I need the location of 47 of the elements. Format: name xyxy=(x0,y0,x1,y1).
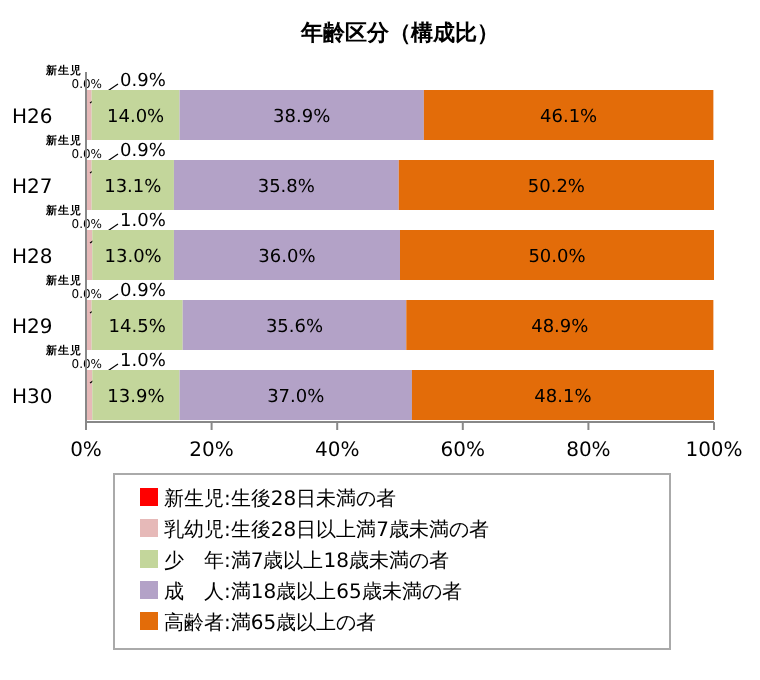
bar xyxy=(92,370,180,420)
x-tick-label: 40% xyxy=(314,440,360,462)
data-label: 37.0% xyxy=(267,388,326,408)
x-tick-label: 60% xyxy=(440,440,486,462)
data-label: 48.1% xyxy=(534,388,593,408)
x-tick-label: 100% xyxy=(685,440,743,462)
data-label: 13.9% xyxy=(107,388,166,408)
bar xyxy=(92,230,174,280)
bar xyxy=(173,160,399,210)
bar xyxy=(179,370,412,420)
y-tick-label: H30 xyxy=(12,387,53,409)
bar xyxy=(91,300,183,350)
y-tick-label: H27 xyxy=(12,177,53,199)
bar xyxy=(182,300,407,350)
y-tick-label: H29 xyxy=(12,317,53,339)
bar xyxy=(91,160,174,210)
data-label: 48.9% xyxy=(531,318,590,338)
x-tick-label: 0% xyxy=(70,440,102,462)
data-label: 13.0% xyxy=(104,248,163,268)
bar xyxy=(406,300,714,350)
bar xyxy=(400,230,714,280)
bar xyxy=(411,370,714,420)
data-label: 46.1% xyxy=(540,108,599,128)
data-label: 14.5% xyxy=(108,318,167,338)
chart-title: 年齢区分（構成比） xyxy=(299,20,499,46)
bar xyxy=(173,230,400,280)
bar xyxy=(91,90,180,140)
y-tick-label: H26 xyxy=(12,107,53,129)
y-tick-label: H28 xyxy=(12,247,53,269)
data-label: 35.6% xyxy=(265,318,324,338)
data-label: 50.2% xyxy=(527,178,586,198)
x-tick-label: 80% xyxy=(566,440,611,462)
data-label: 14.0% xyxy=(107,108,166,128)
bar xyxy=(398,160,714,210)
data-label: 0.9% xyxy=(120,282,167,302)
data-label: 1.0% xyxy=(120,352,167,372)
bar xyxy=(423,90,714,140)
data-label: 13.1% xyxy=(104,178,163,198)
bar xyxy=(179,90,424,140)
x-tick-label: 20% xyxy=(189,440,234,462)
data-label: 0.9% xyxy=(120,72,167,92)
data-label: 35.8% xyxy=(257,178,316,198)
data-label: 0.9% xyxy=(120,142,167,162)
data-label: 50.0% xyxy=(528,248,587,268)
data-label: 38.9% xyxy=(273,108,332,128)
data-label: 36.0% xyxy=(258,248,317,268)
data-label: 1.0% xyxy=(120,212,167,232)
